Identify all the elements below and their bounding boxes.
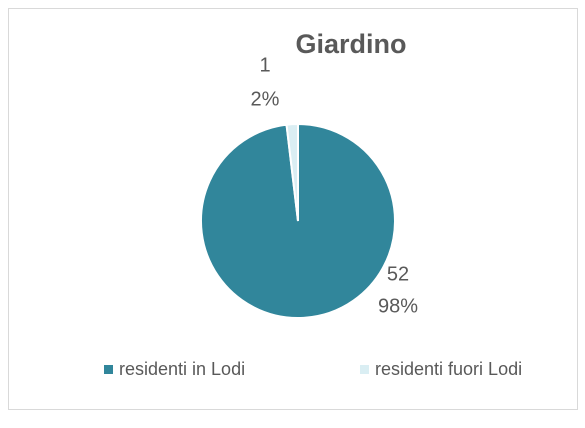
legend-swatch: [104, 365, 113, 374]
data-label: 1: [259, 54, 270, 76]
legend-label: residenti in Lodi: [119, 359, 245, 379]
legend-swatch: [360, 365, 369, 374]
pie-slice: [285, 122, 299, 222]
percent-label: 2%: [251, 88, 280, 110]
legend-label: residenti fuori Lodi: [375, 359, 522, 379]
chart-title: Giardino: [295, 29, 406, 59]
data-label: 52: [387, 263, 409, 285]
percent-label: 98%: [378, 295, 418, 317]
